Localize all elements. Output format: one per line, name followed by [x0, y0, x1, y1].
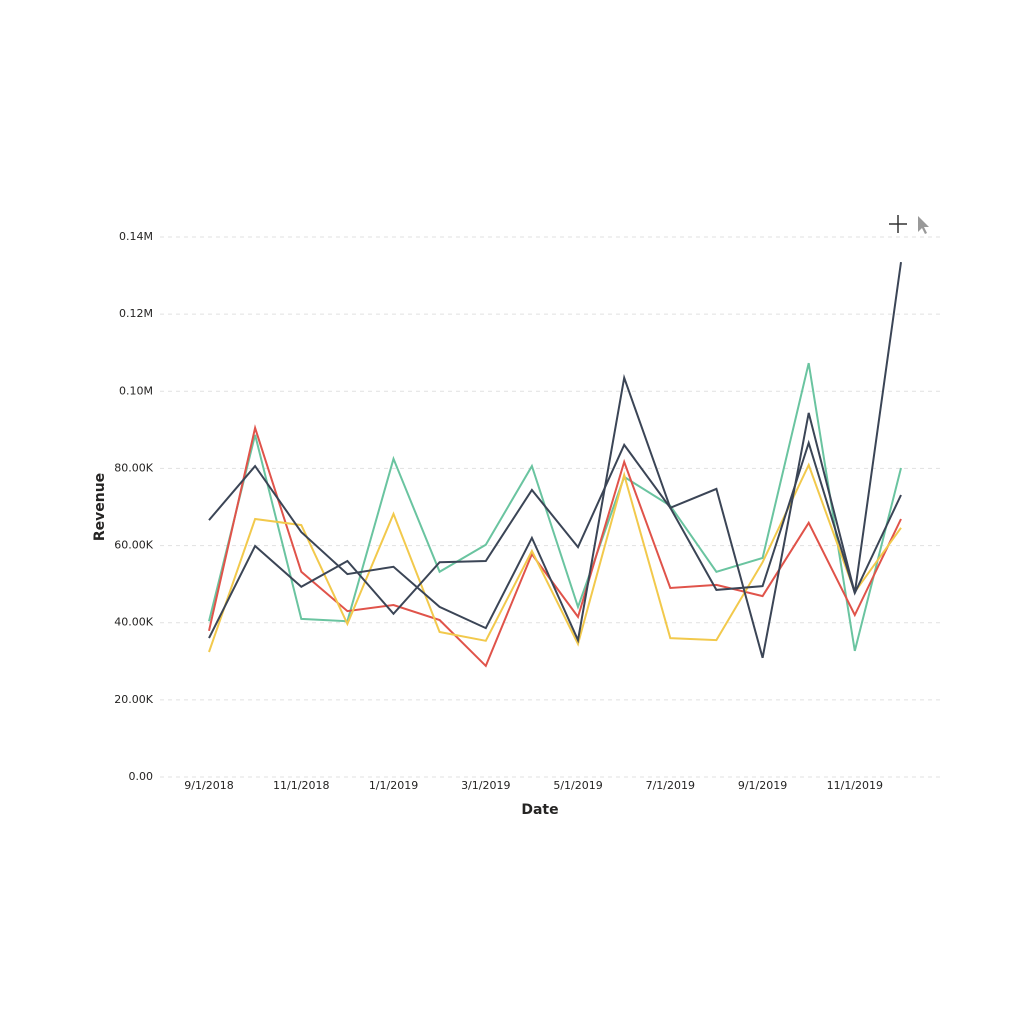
- cursor-icon: [918, 216, 929, 234]
- x-tick-label: 1/1/2019: [369, 779, 418, 792]
- series-line: [208, 261, 902, 659]
- y-tick-label: 0.14M: [119, 230, 153, 243]
- x-tick-label: 5/1/2019: [553, 779, 602, 792]
- x-tick-label: 9/1/2019: [738, 779, 787, 792]
- y-tick-label: 80.00K: [114, 461, 153, 474]
- x-axis-title: Date: [521, 802, 558, 818]
- y-tick-label: 20.00K: [114, 693, 153, 706]
- y-axis-title: Revenue: [92, 473, 108, 541]
- y-tick-label: 0.00: [129, 770, 154, 783]
- x-tick-label: 9/1/2018: [184, 779, 233, 792]
- series-line: [208, 362, 902, 652]
- y-tick-label: 0.12M: [119, 307, 153, 320]
- x-tick-label: 11/1/2018: [273, 779, 329, 792]
- series-line: [208, 424, 902, 668]
- x-tick-label: 11/1/2019: [827, 779, 883, 792]
- series-line: [208, 439, 902, 639]
- y-tick-label: 0.10M: [119, 384, 153, 397]
- x-tick-label: 3/1/2019: [461, 779, 510, 792]
- x-tick-label: 7/1/2019: [646, 779, 695, 792]
- y-tick-label: 40.00K: [114, 616, 153, 629]
- focus-icon[interactable]: [889, 215, 907, 233]
- y-tick-label: 60.00K: [114, 539, 153, 552]
